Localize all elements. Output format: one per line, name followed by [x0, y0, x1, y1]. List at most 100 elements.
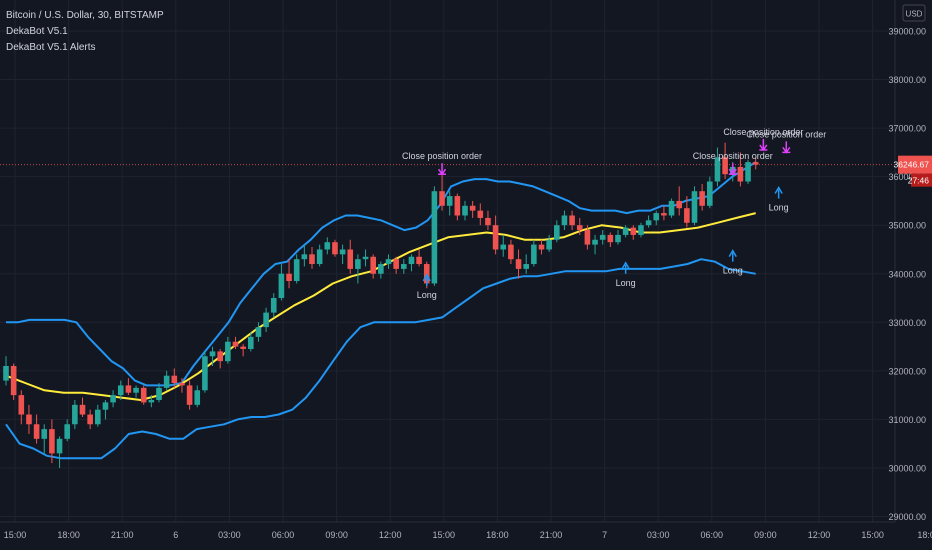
candle-down — [171, 375, 178, 383]
candle-up — [324, 242, 331, 250]
candle-down — [87, 414, 93, 425]
candle-up — [72, 404, 78, 425]
candle-up — [645, 220, 652, 226]
candle-down — [454, 196, 461, 216]
time-tick-label: 21:00 — [540, 530, 563, 540]
candle-up — [278, 273, 285, 299]
candle-down — [661, 213, 667, 216]
candle-up — [561, 215, 568, 226]
candle-up — [401, 264, 407, 269]
price-tick-label: 36000.00 — [888, 172, 926, 182]
candle-up — [163, 375, 170, 388]
time-axis-bg — [0, 522, 895, 550]
chart-legend: Bitcoin / U.S. Dollar, 30, BITSTAMP Deka… — [6, 8, 164, 56]
time-tick-label: 09:00 — [754, 530, 777, 540]
candle-down — [469, 205, 476, 211]
candle-up — [56, 438, 63, 454]
close-label: Close position order — [746, 129, 826, 139]
long-arrowhead — [774, 186, 783, 194]
indicator-alerts-label[interactable]: DekaBot V5.1 Alerts — [6, 42, 96, 53]
candle-down — [699, 191, 705, 206]
candle-down — [676, 200, 682, 209]
time-axis[interactable]: 15:00 18:00 21:00 6 03:00 06:00 09:00 12:00 15:0… — [0, 521, 932, 550]
candle-up — [500, 244, 507, 250]
time-tick-label: 15:00 — [433, 530, 456, 540]
candle-up — [293, 259, 300, 282]
candle-down — [140, 387, 147, 403]
candle-down — [286, 273, 292, 282]
candle-down — [309, 254, 315, 265]
price-tick-label: 33000.00 — [888, 318, 926, 328]
candle-down — [630, 227, 637, 235]
price-tick-label: 31000.00 — [888, 415, 926, 425]
grid-lines — [0, 0, 927, 522]
candle-down — [217, 351, 223, 362]
candle-down — [538, 244, 545, 250]
candlestick-series — [3, 142, 759, 468]
candle-up — [615, 234, 621, 243]
candle-up — [110, 395, 116, 403]
candle-up — [531, 244, 537, 265]
price-axis[interactable]: 29000.00 30000.00 31000.00 32000.00 33000.00… — [888, 0, 932, 550]
candle-up — [638, 225, 644, 235]
candle-up — [554, 225, 560, 240]
candle-down — [569, 215, 575, 226]
candle-down — [49, 429, 55, 454]
candle-down — [477, 210, 484, 218]
candle-down — [684, 208, 690, 223]
candle-down — [584, 230, 591, 245]
time-tick-label: 06:00 — [272, 530, 295, 540]
candle-down — [125, 385, 132, 393]
time-tick-label: 12:00 — [379, 530, 402, 540]
candle-down — [370, 256, 376, 274]
long-label: Long — [616, 278, 636, 288]
time-tick-label: 21:00 — [111, 530, 134, 540]
candle-down — [18, 395, 25, 415]
candle-down — [439, 191, 445, 206]
candle-down — [347, 249, 354, 269]
price-tick-label: 35000.00 — [888, 221, 926, 231]
time-tick-label: 15:00 — [4, 530, 27, 540]
close-label: Close position order — [693, 151, 773, 161]
candle-up — [64, 424, 70, 439]
candle-up — [385, 259, 392, 265]
price-tick-label: 32000.00 — [888, 366, 926, 376]
candle-up — [209, 351, 216, 357]
time-tick-label: 18:00 — [486, 530, 509, 540]
timer-badge-value: 27:46 — [908, 176, 930, 186]
candle-up — [133, 387, 139, 393]
price-tick-label: 39000.00 — [888, 27, 926, 37]
candle-down — [393, 259, 399, 269]
close-label: Close position order — [723, 127, 803, 137]
candle-up — [41, 429, 48, 439]
candle-up — [270, 298, 277, 313]
candle-up — [355, 259, 361, 269]
candle-down — [737, 166, 744, 182]
time-tick-label: 7 — [602, 530, 607, 540]
candle-up — [156, 387, 162, 400]
candle-down — [33, 424, 40, 439]
time-tick-label: 6 — [173, 530, 178, 540]
time-tick-label: 06:00 — [701, 530, 724, 540]
time-tick-label: 18:00 — [57, 530, 80, 540]
candle-up — [408, 256, 415, 265]
time-tick-label: 03:00 — [647, 530, 670, 540]
candle-up — [622, 227, 629, 235]
currency-label: USD — [906, 10, 923, 19]
symbol-title[interactable]: Bitcoin / U.S. Dollar, 30, BITSTAMP — [6, 10, 164, 21]
candle-up — [148, 399, 155, 403]
candle-up — [592, 239, 598, 245]
candle-down — [722, 157, 728, 175]
candle-up — [202, 356, 208, 391]
candle-up — [599, 234, 606, 240]
candle-up — [523, 264, 529, 269]
candle-down — [416, 256, 422, 265]
candle-down — [240, 346, 246, 350]
price-badge-value: 36246.67 — [894, 160, 930, 170]
candle-down — [515, 259, 522, 269]
indicator-label[interactable]: DekaBot V5.1 — [6, 26, 68, 37]
candle-down — [10, 365, 17, 396]
